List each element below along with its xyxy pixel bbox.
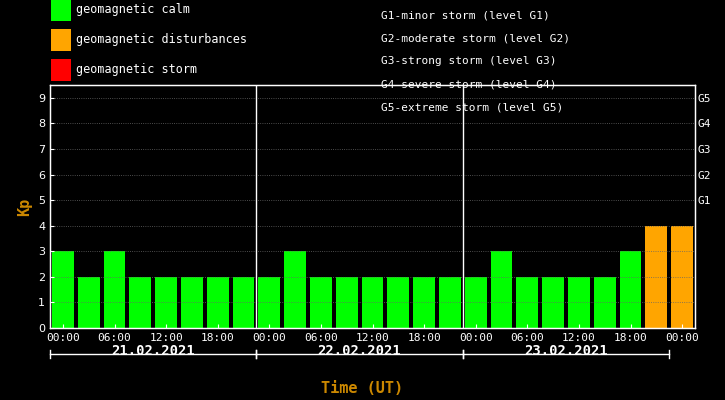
Bar — [155, 277, 177, 328]
Bar — [336, 277, 357, 328]
Bar — [516, 277, 538, 328]
Bar — [387, 277, 410, 328]
Bar — [465, 277, 486, 328]
Bar — [413, 277, 435, 328]
Bar — [362, 277, 384, 328]
Bar — [542, 277, 564, 328]
Text: geomagnetic disturbances: geomagnetic disturbances — [76, 34, 247, 46]
Bar — [645, 226, 667, 328]
Bar — [104, 251, 125, 328]
Bar — [129, 277, 152, 328]
Text: G4-severe storm (level G4): G4-severe storm (level G4) — [381, 80, 556, 90]
Bar — [491, 251, 513, 328]
Bar — [439, 277, 461, 328]
Text: Time (UT): Time (UT) — [321, 381, 404, 396]
Text: 21.02.2021: 21.02.2021 — [112, 344, 195, 358]
Text: G5-extreme storm (level G5): G5-extreme storm (level G5) — [381, 103, 563, 113]
Bar — [568, 277, 590, 328]
Text: G2-moderate storm (level G2): G2-moderate storm (level G2) — [381, 33, 570, 43]
Bar — [258, 277, 281, 328]
Y-axis label: Kp: Kp — [17, 197, 33, 216]
Text: geomagnetic storm: geomagnetic storm — [76, 64, 197, 76]
Bar — [181, 277, 203, 328]
Text: G3-strong storm (level G3): G3-strong storm (level G3) — [381, 56, 556, 66]
Bar — [284, 251, 306, 328]
Bar — [620, 251, 642, 328]
Bar — [52, 251, 74, 328]
Bar — [207, 277, 228, 328]
Text: 22.02.2021: 22.02.2021 — [318, 344, 402, 358]
Text: 23.02.2021: 23.02.2021 — [524, 344, 608, 358]
Text: geomagnetic calm: geomagnetic calm — [76, 4, 190, 16]
Bar — [310, 277, 332, 328]
Text: G1-minor storm (level G1): G1-minor storm (level G1) — [381, 10, 550, 20]
Bar — [78, 277, 99, 328]
Bar — [233, 277, 254, 328]
Bar — [594, 277, 616, 328]
Bar — [671, 226, 693, 328]
